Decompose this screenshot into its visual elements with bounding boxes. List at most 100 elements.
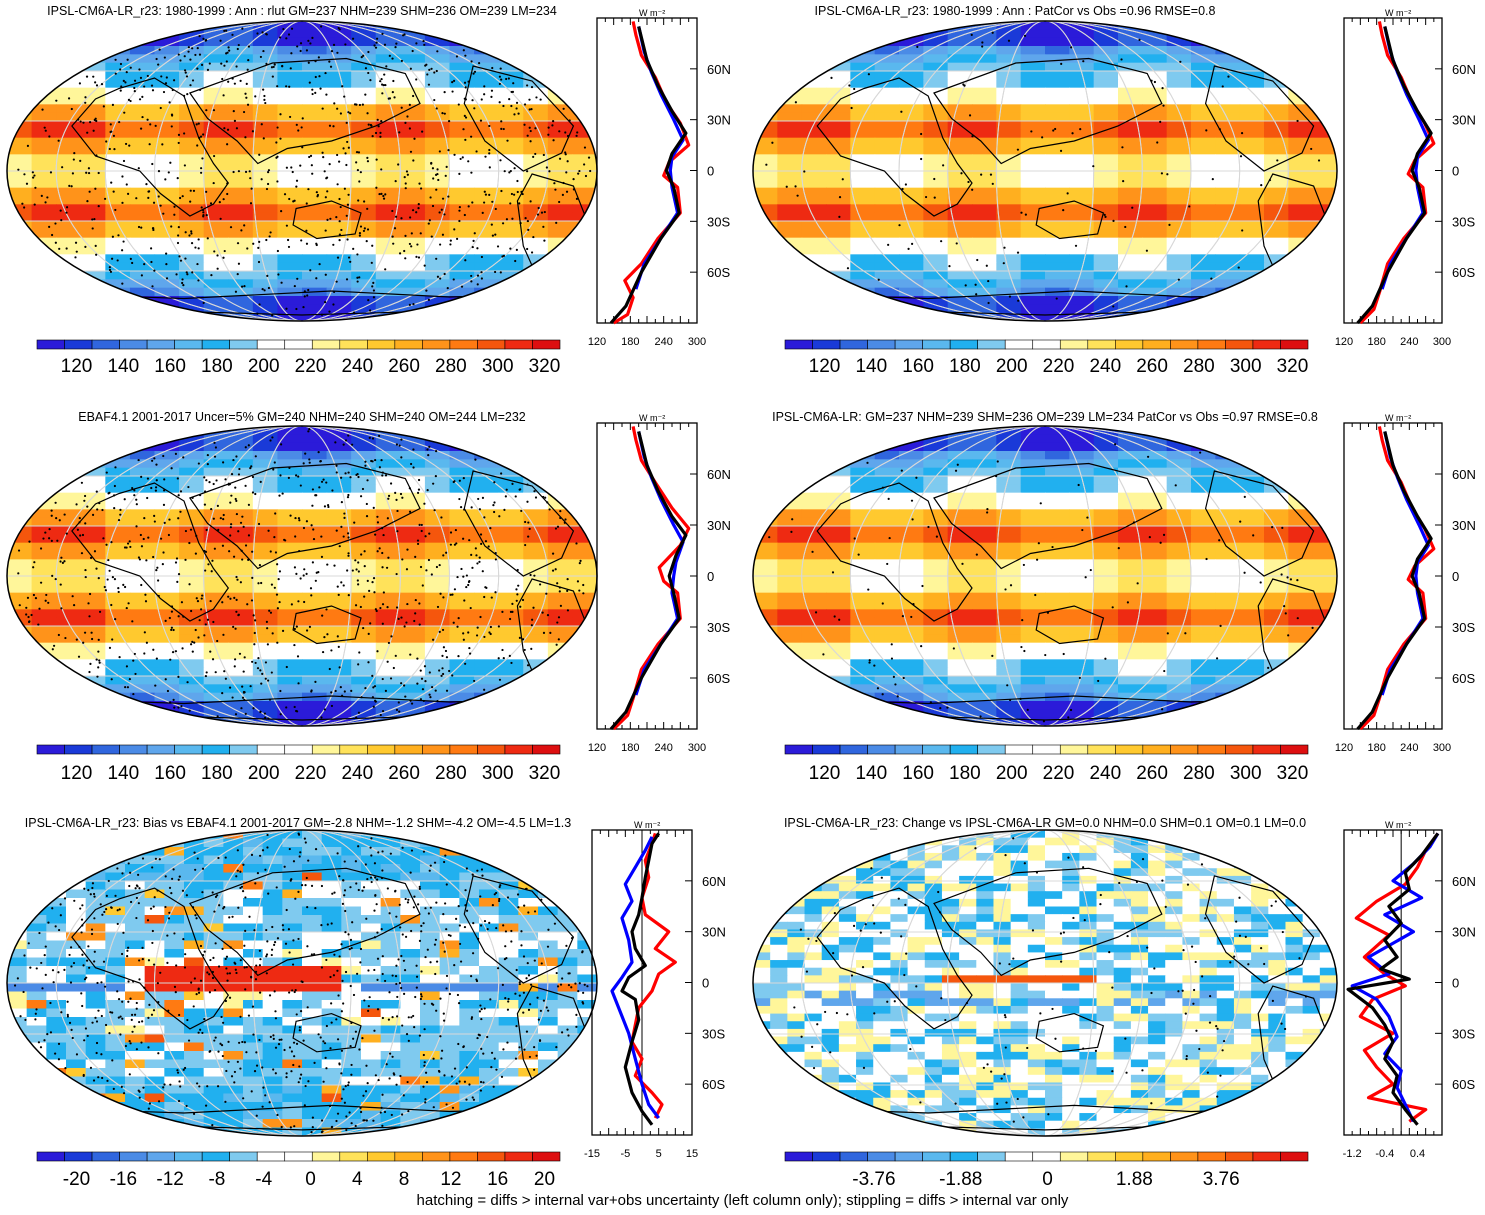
- colorbar-p6: -3.76 -1.88 0 1.88 3.76: [784, 1151, 1309, 1190]
- profile-lat-label: 0: [1452, 569, 1459, 584]
- colorbar-swatch: [367, 339, 396, 350]
- colorbar-swatch: [922, 744, 951, 755]
- colorbar-swatch: [339, 1151, 368, 1162]
- colorbar-tick-label: 200: [248, 356, 280, 377]
- colorbar-swatch: [839, 744, 868, 755]
- profile-lat-label: 60S: [1452, 1077, 1475, 1092]
- profile-x-tick-label: 15: [686, 1148, 698, 1160]
- colorbar-tick-label: 320: [529, 763, 561, 784]
- colorbar-tick-label: 0: [305, 1169, 316, 1190]
- profile-x-tick-label: 120: [588, 742, 606, 754]
- colorbar-tick-label: 280: [435, 763, 467, 784]
- colorbar-swatch: [91, 744, 120, 755]
- colorbar-tick-label: 240: [1089, 356, 1121, 377]
- profile-x-tick-label: 120: [1335, 336, 1353, 348]
- colorbar-swatch: [1280, 1151, 1309, 1162]
- colorbar-swatch: [36, 1151, 65, 1162]
- colorbar-swatch: [1032, 339, 1061, 350]
- colorbar-swatch: [1225, 339, 1254, 350]
- profile-lat-label: 30N: [1452, 518, 1476, 533]
- colorbar-swatch: [977, 339, 1006, 350]
- colorbar-swatch: [91, 1151, 120, 1162]
- colorbar-p2: 120 140 160 180 200 220 240 260 280 300 320: [784, 339, 1308, 377]
- colorbar-tick-label: 140: [107, 356, 139, 377]
- profile-lat-label: 60N: [1452, 874, 1476, 889]
- colorbar-tick-label: 140: [855, 763, 887, 784]
- map-border: [752, 829, 1338, 1137]
- colorbar-tick-label: 1.88: [1116, 1169, 1153, 1190]
- colorbar-tick-label: 200: [996, 356, 1028, 377]
- colorbar-tick-label: -12: [156, 1169, 183, 1190]
- colorbar-tick-label: 140: [855, 356, 887, 377]
- colorbar-swatch: [504, 339, 533, 350]
- colorbar-tick-label: 160: [902, 356, 934, 377]
- colorbar-swatch: [229, 339, 258, 350]
- profile-lat-label: 60N: [707, 62, 731, 77]
- profile-x-tick-label: 5: [656, 1148, 662, 1160]
- profile-lat-label: 0: [1452, 164, 1459, 179]
- colorbar-p1: 120 140 160 180 200 220 240 260 280 300 320: [36, 339, 560, 377]
- colorbar-swatch: [532, 1151, 561, 1162]
- profile-x-tick-label: 180: [1367, 742, 1385, 754]
- colorbar-swatch: [64, 1151, 93, 1162]
- map-border: [6, 829, 598, 1137]
- profile-lat-label: 0: [702, 976, 709, 991]
- colorbar-tick-label: 260: [388, 356, 420, 377]
- profile-lat-label: 30N: [1452, 925, 1476, 940]
- colorbar-swatch: [1170, 744, 1199, 755]
- colorbar-swatch: [119, 1151, 148, 1162]
- colorbar-swatch: [256, 1151, 286, 1162]
- colorbar-tick-label: 140: [107, 763, 139, 784]
- profile-lat-label: 60N: [707, 467, 731, 482]
- profile-lat-label: 30N: [707, 518, 731, 533]
- colorbar-tick-label: 240: [341, 763, 373, 784]
- profile-lat-label: 60N: [702, 874, 726, 889]
- map-p1: [6, 20, 598, 322]
- colorbar-tick-label: 280: [1183, 763, 1215, 784]
- colorbar-swatch: [284, 1151, 313, 1162]
- profile-units: W m⁻²: [1385, 413, 1411, 423]
- profile-x-tick-label: 240: [654, 742, 672, 754]
- zonal-profile-p2: 60N 30N 0 30S 60S W m⁻² 120 180 240 300: [1335, 8, 1476, 348]
- colorbar-swatch: [1087, 1151, 1116, 1162]
- colorbar-swatch: [449, 744, 478, 755]
- colorbar-swatch: [784, 339, 813, 350]
- profile-lat-label: 30N: [707, 113, 731, 128]
- colorbar-swatch: [1087, 744, 1116, 755]
- profile-x-tick-label: 240: [654, 336, 672, 348]
- colorbar-tick-label: 220: [1043, 763, 1075, 784]
- profile-x-tick-label: -5: [620, 1148, 630, 1160]
- profile-lat-label: 60S: [707, 265, 730, 280]
- colorbar-tick-label: 16: [487, 1169, 508, 1190]
- colorbar-swatch: [1004, 339, 1034, 350]
- colorbar-swatch: [1059, 339, 1089, 350]
- colorbar-tick-label: 240: [341, 356, 373, 377]
- colorbar-swatch: [229, 1151, 258, 1162]
- zonal-profile-p1: 60N 30N 0 30S 60S W m⁻² 120 180 240 300: [588, 8, 731, 348]
- colorbar-tick-label: 160: [902, 763, 934, 784]
- profile-lat-label: 60S: [1452, 265, 1475, 280]
- colorbar-swatch: [449, 1151, 478, 1162]
- colorbar-swatch: [504, 1151, 533, 1162]
- colorbar-swatch: [119, 744, 148, 755]
- colorbar-swatch: [146, 339, 175, 350]
- colorbar-swatch: [867, 339, 896, 350]
- colorbar-swatch: [977, 744, 1006, 755]
- map-p3: [6, 425, 598, 727]
- profile-x-tick-label: 180: [1367, 336, 1385, 348]
- colorbar-swatch: [1142, 744, 1171, 755]
- profile-lat-label: 60N: [1452, 62, 1476, 77]
- colorbar-tick-label: -3.76: [852, 1169, 895, 1190]
- colorbar-swatch: [504, 744, 533, 755]
- colorbar-swatch: [812, 1151, 841, 1162]
- profile-x-tick-label: 300: [1433, 742, 1451, 754]
- colorbar-swatch: [394, 1151, 423, 1162]
- colorbar-swatch: [256, 339, 286, 350]
- colorbar-tick-label: -4: [255, 1169, 272, 1190]
- profile-series-line: [609, 431, 688, 731]
- map-border: [752, 20, 1338, 322]
- colorbar-swatch: [1032, 744, 1061, 755]
- profile-lat-label: 30S: [1452, 1026, 1475, 1041]
- profile-lat-label: 60N: [1452, 467, 1476, 482]
- colorbar-swatch: [311, 744, 341, 755]
